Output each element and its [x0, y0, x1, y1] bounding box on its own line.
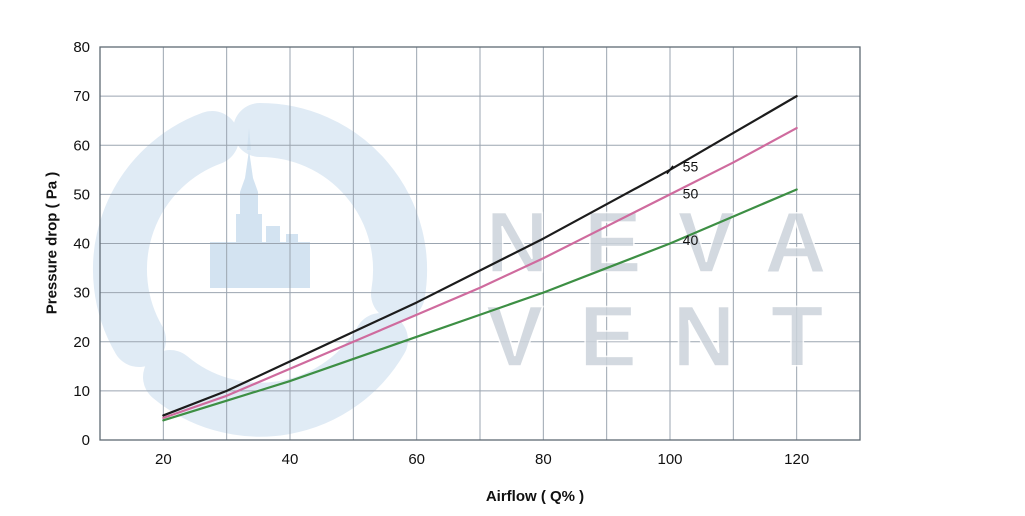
watermark-line2: VENT: [486, 289, 859, 385]
y-tick-label: 0: [82, 432, 90, 449]
y-tick-label: 60: [73, 137, 90, 154]
series-label-40: 40: [683, 232, 699, 248]
x-tick-label: 20: [155, 451, 172, 468]
annotation-marker: [666, 165, 674, 175]
x-axis-title: Airflow ( Q% ): [485, 488, 585, 505]
series-line-55: [162, 95, 798, 417]
annotation-layer: 55 50 40: [666, 158, 699, 248]
plot-border: [99, 46, 861, 441]
series-label-55: 55: [683, 158, 699, 174]
x-tick-label: 120: [784, 451, 809, 468]
series-label-50: 50: [683, 185, 699, 201]
x-tick-label: 100: [657, 451, 682, 468]
watermark-text: NEVA VENT: [485, 194, 863, 386]
watermark-fan-logo: [93, 103, 427, 437]
y-axis-title: Pressure drop ( Pa ): [43, 171, 61, 315]
series-line-50: [162, 126, 798, 419]
y-tick-label: 30: [73, 285, 90, 302]
y-tick-label: 80: [73, 39, 90, 56]
y-tick-label: 10: [73, 383, 90, 400]
grid-layer: [99, 46, 861, 441]
y-tick-label: 40: [73, 236, 90, 253]
y-tick-label: 50: [73, 186, 90, 203]
series-layer: [162, 95, 798, 422]
watermark-line1: NEVA: [486, 195, 863, 291]
x-tick-label: 60: [408, 451, 425, 468]
x-tick-label: 40: [282, 451, 299, 468]
x-tick-label: 80: [535, 451, 552, 468]
y-tick-label: 70: [73, 88, 90, 105]
series-line-40: [162, 188, 798, 422]
y-tick-label: 20: [73, 334, 90, 351]
tick-layer: 20 40 60 80 100 120 0 10 20 30 40 50 60 70 80: [73, 39, 809, 468]
